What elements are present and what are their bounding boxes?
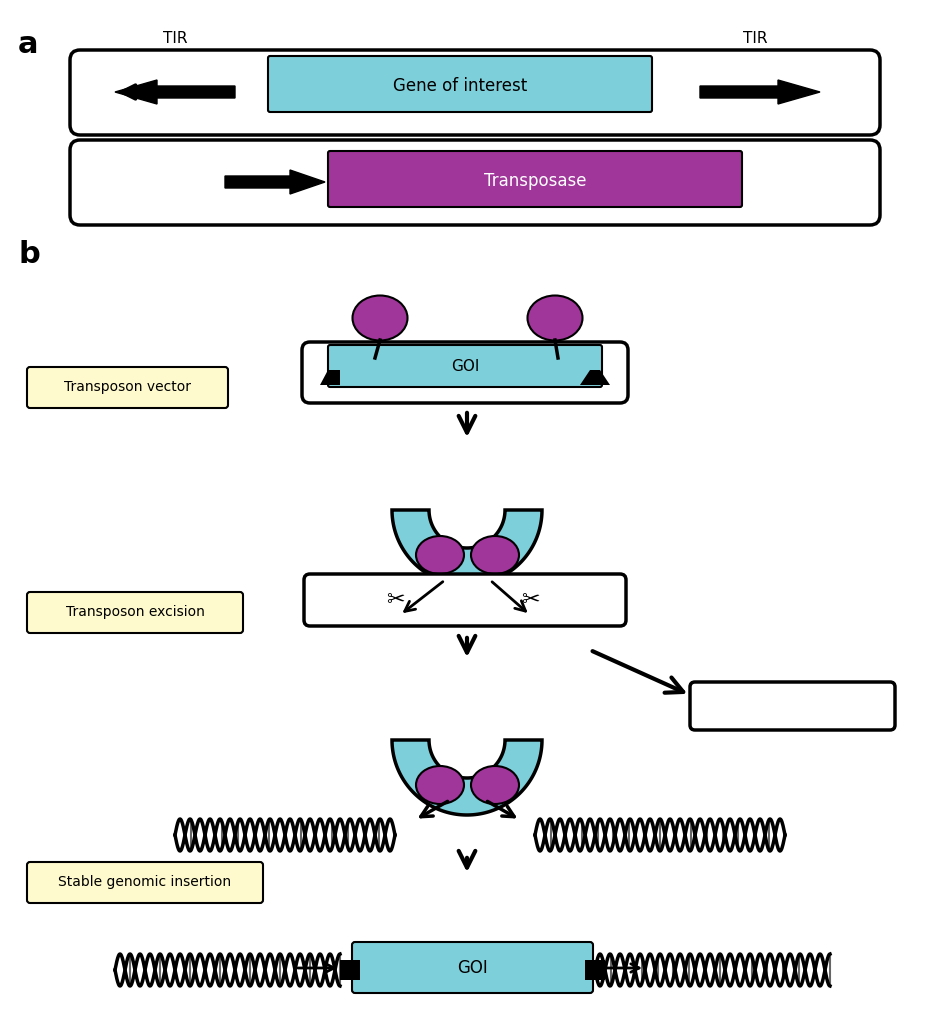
Polygon shape: [392, 740, 542, 815]
Polygon shape: [115, 80, 235, 104]
Text: Stable genomic insertion: Stable genomic insertion: [59, 875, 232, 889]
Text: Transposase: Transposase: [483, 172, 587, 190]
Text: TIR: TIR: [163, 30, 187, 46]
Polygon shape: [392, 510, 542, 585]
FancyBboxPatch shape: [304, 574, 626, 626]
FancyBboxPatch shape: [268, 56, 652, 112]
Text: Gene of interest: Gene of interest: [393, 77, 527, 95]
Ellipse shape: [416, 536, 464, 574]
FancyBboxPatch shape: [328, 151, 742, 207]
Ellipse shape: [416, 766, 464, 804]
FancyBboxPatch shape: [690, 682, 895, 730]
Text: a: a: [18, 30, 39, 59]
Text: Transposon excision: Transposon excision: [65, 605, 204, 618]
Ellipse shape: [471, 766, 519, 804]
Polygon shape: [225, 170, 325, 194]
Polygon shape: [585, 960, 605, 980]
FancyBboxPatch shape: [352, 942, 593, 992]
FancyBboxPatch shape: [302, 342, 628, 403]
Polygon shape: [580, 370, 610, 385]
Text: ✂: ✂: [386, 589, 404, 610]
FancyBboxPatch shape: [70, 140, 880, 225]
Text: Transposon vector: Transposon vector: [63, 380, 190, 394]
FancyBboxPatch shape: [27, 367, 228, 408]
Text: GOI: GOI: [451, 358, 480, 374]
FancyBboxPatch shape: [27, 592, 243, 633]
Ellipse shape: [471, 536, 519, 574]
Text: b: b: [18, 240, 40, 269]
FancyBboxPatch shape: [27, 862, 263, 903]
FancyBboxPatch shape: [328, 345, 602, 387]
Text: TIR: TIR: [743, 30, 767, 46]
Ellipse shape: [353, 295, 408, 341]
Text: ✂: ✂: [520, 589, 539, 610]
Polygon shape: [320, 370, 340, 385]
Text: GOI: GOI: [457, 959, 487, 977]
FancyBboxPatch shape: [70, 50, 880, 135]
Polygon shape: [700, 80, 820, 104]
Polygon shape: [340, 960, 360, 980]
Ellipse shape: [528, 295, 583, 341]
